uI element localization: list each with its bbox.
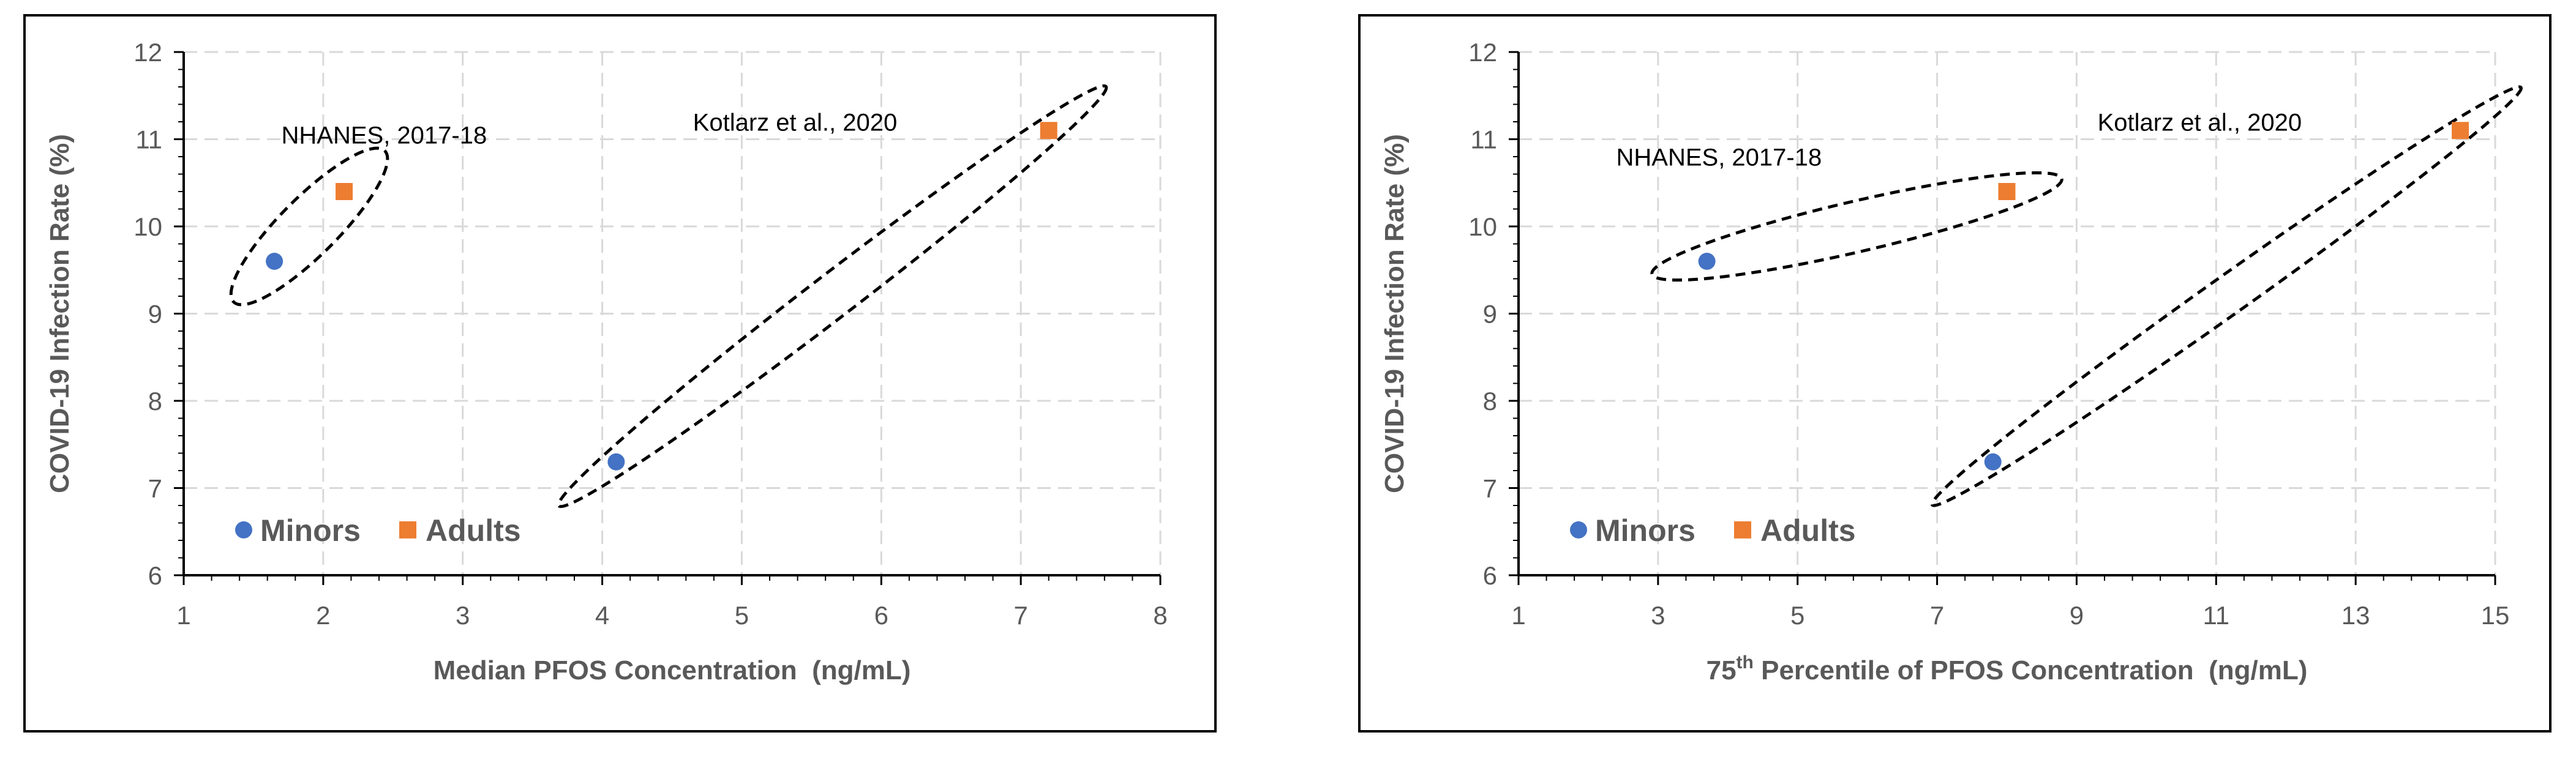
- x-tick-label: 11: [2202, 601, 2229, 630]
- chart-frame: [1358, 14, 2552, 733]
- x-tick-label: 5: [1790, 601, 1804, 630]
- y-tick-label: 7: [148, 474, 162, 503]
- data-point-adults: [2452, 122, 2469, 140]
- data-point-minors: [607, 453, 625, 471]
- x-tick-label: 13: [2341, 601, 2370, 630]
- group-ellipse-0: [229, 146, 389, 307]
- x-tick-label: 5: [735, 601, 749, 630]
- x-tick-label: 9: [2070, 601, 2084, 630]
- legend-label-minors: Minors: [1595, 513, 1695, 548]
- legend-label-adults: Adults: [1760, 513, 1856, 548]
- data-point-minors: [266, 253, 284, 270]
- y-tick-label: 7: [1483, 474, 1497, 503]
- data-point-adults: [1998, 183, 2016, 200]
- legend: Minors Adults: [1570, 513, 1856, 548]
- y-tick-label: 9: [148, 300, 162, 329]
- y-tick-label: 6: [148, 561, 162, 590]
- x-tick-label: 2: [316, 601, 330, 630]
- legend: Minors Adults: [235, 513, 521, 548]
- group-ellipse-1: [1930, 85, 2523, 507]
- x-tick-label: 6: [874, 601, 888, 630]
- legend-marker-adults: [399, 521, 416, 539]
- x-axis-title-superscript: th: [1737, 652, 1754, 673]
- y-tick-label: 8: [148, 387, 162, 416]
- chart-panel-median: 1 2 3 4 5 6 7 8 6 7 8 9 10 11 12 Median PFOS Concentrat…: [0, 0, 1286, 757]
- legend-marker-minors: [1570, 521, 1587, 539]
- data-point-minors: [1698, 253, 1716, 270]
- y-tick-label: 9: [1483, 300, 1497, 329]
- y-tick-label: 11: [1470, 125, 1497, 154]
- x-tick-label: 15: [2481, 601, 2510, 630]
- chart-frame: [23, 14, 1217, 733]
- y-axis-title: COVID-19 Infection Rate (%): [45, 134, 75, 493]
- x-tick-label: 3: [456, 601, 470, 630]
- y-tick-label: 11: [135, 125, 162, 154]
- x-tick-label: 1: [1511, 601, 1525, 630]
- x-axis-title-text: Median PFOS Concentration (ng/mL): [434, 655, 911, 685]
- x-tick-label: 1: [176, 601, 190, 630]
- y-axis-title: COVID-19 Infection Rate (%): [1380, 134, 1410, 493]
- x-axis-title: 75th Percentile of PFOS Concentration (n…: [1707, 652, 2308, 685]
- data-point-adults: [336, 183, 353, 200]
- chart-panel-75th-percentile: 1 3 5 7 9 11 13 15 6 7 8 9 10 11 12 75th Percentile of …: [1335, 0, 2576, 757]
- y-tick-label: 8: [1483, 387, 1497, 416]
- x-tick-label: 8: [1153, 601, 1167, 630]
- data-point-minors: [1984, 453, 2002, 471]
- group-ellipse-1: [557, 84, 1108, 509]
- annotation-label: Kotlarz et al., 2020: [2098, 109, 2302, 136]
- data-point-adults: [1040, 122, 1057, 140]
- x-axis-title: Median PFOS Concentration (ng/mL): [434, 655, 911, 685]
- y-tick-label: 12: [1468, 38, 1497, 67]
- annotation-label: Kotlarz et al., 2020: [693, 109, 898, 136]
- x-axis-title-rest: Percentile of PFOS Concentration (ng/mL): [1754, 655, 2308, 685]
- x-tick-label: 7: [1013, 601, 1027, 630]
- legend-label-adults: Adults: [426, 513, 521, 548]
- legend-marker-adults: [1734, 521, 1751, 539]
- x-tick-label: 3: [1651, 601, 1665, 630]
- y-tick-label: 6: [1483, 561, 1497, 590]
- y-tick-label: 10: [133, 212, 162, 241]
- x-tick-label: 4: [595, 601, 609, 630]
- legend-marker-minors: [235, 521, 252, 539]
- x-axis-title-number: 75: [1707, 655, 1737, 685]
- y-tick-label: 12: [133, 38, 162, 67]
- legend-label-minors: Minors: [260, 513, 361, 548]
- y-tick-label: 10: [1468, 212, 1497, 241]
- annotation-label: NHANES, 2017-18: [1617, 144, 1822, 171]
- x-tick-label: 7: [1930, 601, 1944, 630]
- annotation-label: NHANES, 2017-18: [282, 122, 487, 149]
